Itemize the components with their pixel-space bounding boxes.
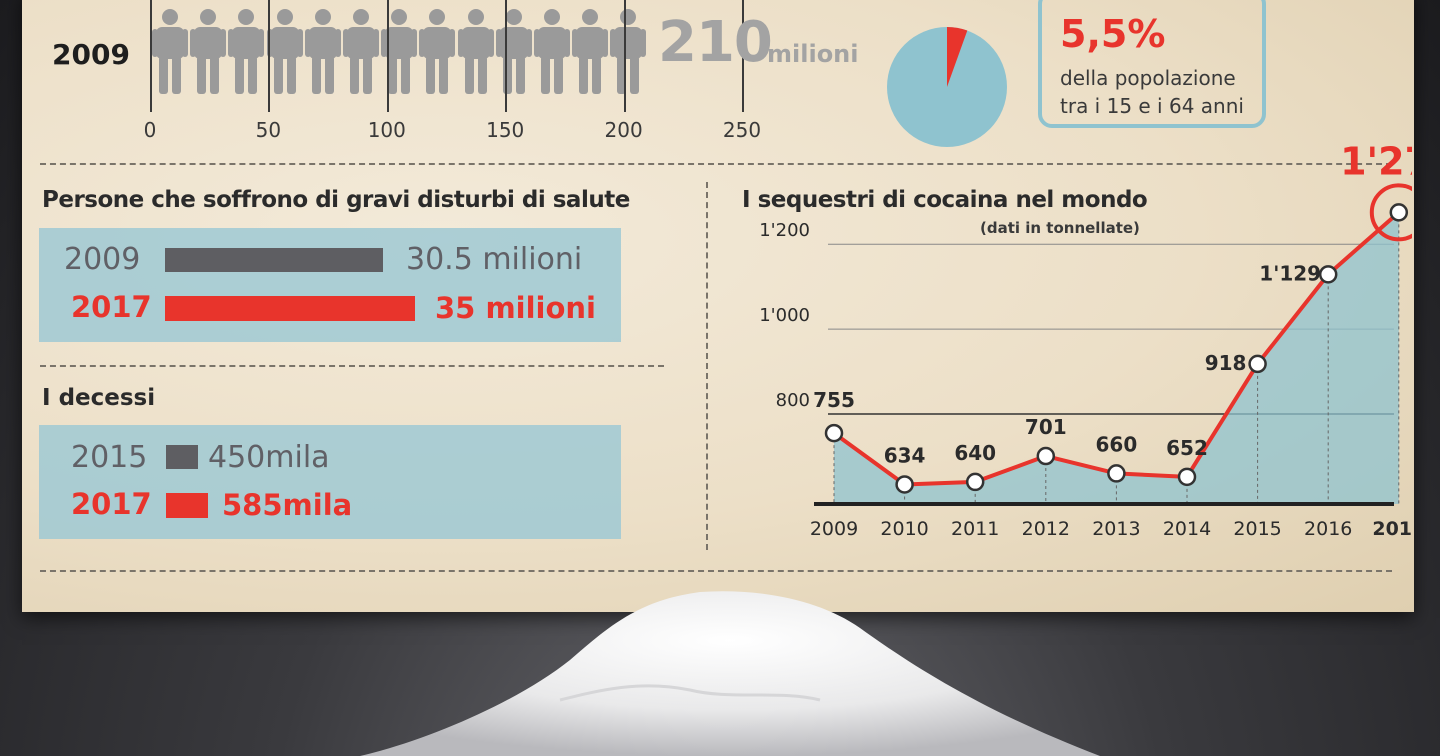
person-icon — [381, 8, 418, 98]
health-label-2009: 30.5 milioni — [406, 242, 583, 277]
health-label-2017: 35 milioni — [435, 291, 597, 325]
population-share-line2: tra i 15 e i 64 anni — [1060, 94, 1244, 118]
deaths-panel — [39, 425, 621, 539]
users-axis-tick-line — [386, 0, 389, 112]
chart-title: I sequestri di cocaina nel mondo — [742, 187, 1148, 213]
y-tick-label: 1'200 — [759, 220, 810, 241]
divider-mid — [40, 365, 664, 367]
data-label: 755 — [813, 388, 855, 412]
y-tick-label: 800 — [776, 390, 810, 411]
x-tick-label: 2009 — [810, 518, 858, 540]
data-point — [1318, 265, 1338, 284]
data-point — [965, 472, 985, 492]
x-tick-label: 2013 — [1092, 518, 1140, 540]
users-axis-tick-line — [742, 0, 744, 112]
data-point — [824, 423, 844, 443]
population-share-line1: della popolazione — [1060, 66, 1236, 90]
deaths-year-2015: 2015 — [71, 440, 148, 475]
divider-bottom — [40, 570, 1392, 572]
users-axis-tick-label: 50 — [255, 118, 282, 142]
users-axis-tick-line — [268, 0, 271, 112]
divider-top — [40, 163, 1392, 165]
data-label: 1'275 — [1340, 139, 1412, 183]
health-bar-2017 — [165, 296, 415, 321]
person-icon — [610, 8, 647, 98]
data-point — [1107, 464, 1126, 483]
users-axis-tick-label: 0 — [143, 118, 157, 142]
deaths-bar-2015 — [166, 445, 199, 469]
chart-subtitle: (dati in tonnellate) — [980, 219, 1140, 237]
y-tick-label: 1'000 — [759, 305, 810, 326]
data-label: 1'129 — [1259, 261, 1321, 285]
x-tick-label: 2012 — [1022, 518, 1070, 540]
x-tick-label: 2011 — [951, 518, 999, 540]
highlight-ring — [1369, 183, 1412, 242]
person-icon — [419, 8, 456, 98]
health-year-2009: 2009 — [64, 242, 141, 277]
seizure-chart: 800 1'000 1'200 755 2009 634 2010 640 2011 701 201… — [759, 139, 1412, 540]
users-value: 210 — [658, 10, 773, 75]
users-axis-tick-label: 150 — [486, 118, 525, 142]
divider-vertical — [706, 182, 708, 550]
population-share-percent: 5,5% — [1060, 12, 1166, 56]
person-icon — [457, 8, 494, 98]
population-pie — [887, 27, 1007, 147]
users-year: 2009 — [52, 38, 130, 71]
person-icon — [266, 8, 303, 98]
paper-sheet: 2009 0 50 100 150 200 250 210 milioni 5,5% de… — [22, 0, 1414, 612]
deaths-label-2017: 585mila — [222, 488, 353, 522]
data-point — [1389, 203, 1409, 222]
users-axis-tick-label: 100 — [367, 118, 406, 142]
people-pictogram-row — [150, 8, 750, 108]
x-tick-label: 2015 — [1233, 518, 1281, 540]
health-bar-2009 — [165, 248, 383, 272]
users-axis-tick-label: 250 — [722, 118, 762, 142]
data-label: 652 — [1166, 436, 1208, 460]
health-year-2017: 2017 — [71, 290, 152, 324]
users-axis-tick-label: 200 — [604, 118, 643, 142]
data-point — [1036, 446, 1056, 466]
users-unit: milioni — [767, 40, 859, 68]
users-axis-tick-line — [150, 0, 152, 112]
person-icon — [534, 8, 570, 98]
x-tick-label: 2014 — [1163, 518, 1211, 540]
data-label: 918 — [1205, 351, 1247, 375]
data-label: 640 — [954, 441, 996, 465]
data-label: 660 — [1096, 432, 1138, 456]
deaths-label-2015: 450mila — [208, 440, 330, 475]
deaths-title: I decessi — [42, 385, 156, 411]
health-title: Persone che soffrono di gravi disturbi d… — [42, 187, 630, 213]
person-icon — [228, 8, 265, 98]
pie-slice-share — [947, 27, 968, 87]
x-tick-label: 2010 — [880, 518, 928, 540]
data-point — [1248, 354, 1267, 374]
data-label: 634 — [884, 443, 926, 467]
population-share-box: 5,5% della popolazione tra i 15 e i 64 a… — [1038, 0, 1266, 128]
x-tick-label: 2017 — [1372, 518, 1412, 540]
person-icon — [343, 8, 379, 98]
person-icon — [572, 8, 609, 98]
users-axis-tick-line — [505, 0, 508, 112]
x-tick-label: 2016 — [1304, 518, 1352, 540]
users-axis-tick-line — [623, 0, 626, 112]
person-icon — [152, 8, 188, 98]
data-point — [1177, 467, 1197, 487]
deaths-bar-2017 — [166, 493, 208, 518]
deaths-year-2017: 2017 — [71, 487, 152, 521]
users-axis: 0 50 100 150 200 250 — [144, 0, 770, 142]
data-label: 701 — [1025, 415, 1067, 439]
person-icon — [190, 8, 227, 98]
person-icon — [304, 8, 341, 98]
data-point — [895, 475, 914, 494]
health-panel — [39, 228, 621, 342]
